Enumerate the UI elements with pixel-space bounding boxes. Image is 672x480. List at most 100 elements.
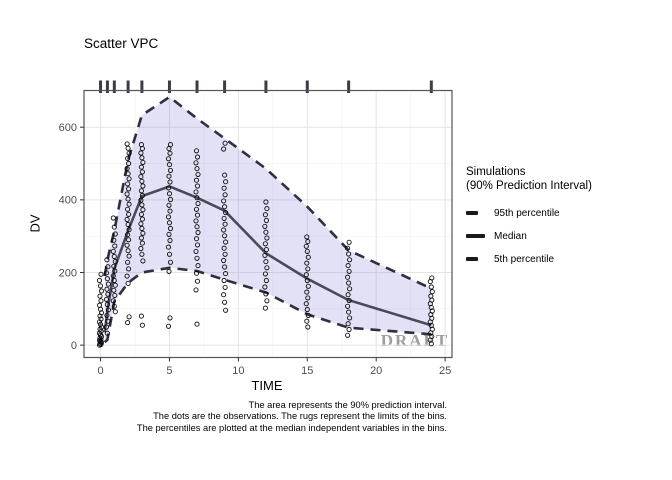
observation-point (221, 292, 227, 298)
legend-title: Simulations (90% Prediction Interval) (466, 165, 592, 193)
observation-point (166, 220, 173, 226)
observation-point (124, 166, 130, 172)
observation-point (193, 287, 199, 293)
observation-point (104, 312, 110, 318)
observation-point (346, 297, 352, 304)
observation-point (111, 253, 117, 260)
observation-point (98, 324, 105, 330)
observation-point (345, 321, 351, 327)
observation-point (138, 150, 144, 156)
observation-point (223, 271, 229, 277)
observation-point (303, 243, 309, 249)
observation-point (194, 183, 201, 189)
observation-point (112, 268, 118, 274)
observation-point (166, 231, 172, 237)
observation-point (346, 280, 352, 286)
observation-point (345, 303, 351, 309)
observation-point (98, 288, 105, 294)
observation-point (112, 231, 118, 237)
observation-point (140, 230, 146, 236)
observation-point (264, 235, 270, 241)
observation-point (138, 174, 144, 180)
observation-point (124, 141, 130, 147)
x-tick-label: 10 (232, 365, 244, 377)
observation-point (222, 172, 228, 178)
legend-title-line2: (90% Prediction Interval) (466, 180, 592, 192)
observation-point (304, 277, 310, 284)
observation-point (195, 263, 201, 269)
observation-point (193, 270, 200, 276)
x-tick-label: 25 (439, 365, 451, 377)
observation-point (97, 335, 103, 341)
observation-point (305, 312, 311, 318)
panel-border (83, 89, 453, 359)
observation-point (167, 225, 174, 232)
observation-point (166, 162, 173, 168)
observation-point (139, 192, 145, 199)
observation-point (193, 218, 199, 224)
observation-point (138, 313, 144, 319)
observation-point (305, 283, 311, 289)
observation-point (304, 318, 310, 324)
observation-point (262, 223, 268, 229)
observation-point (138, 235, 144, 241)
observation-point (104, 257, 110, 263)
observation-point (221, 277, 227, 284)
observation-point (103, 296, 109, 302)
observation-point (140, 258, 146, 264)
legend-title-line1: Simulations (466, 166, 526, 178)
observation-point (139, 225, 145, 232)
observation-point (221, 215, 227, 221)
observation-point (111, 287, 117, 293)
observation-point (194, 255, 200, 261)
observation-point (345, 245, 351, 251)
observation-point (138, 197, 144, 203)
caption-line: The percentiles are plotted at the media… (136, 422, 447, 433)
observation-point (303, 301, 309, 307)
observation-point (96, 277, 103, 284)
observation-point (105, 291, 111, 297)
observation-point (138, 245, 144, 252)
observation-point (262, 305, 268, 311)
observation-point (222, 251, 228, 257)
observation-point (346, 326, 352, 333)
percentile-95-line (103, 95, 432, 290)
dashed-line-key-icon (466, 211, 487, 215)
observation-point (125, 145, 131, 151)
observation-point (125, 155, 131, 161)
observation-point (193, 148, 200, 154)
observation-point (223, 239, 229, 245)
observation-point (305, 254, 311, 260)
observation-point (112, 282, 118, 288)
observation-point (111, 237, 117, 243)
observation-point (222, 299, 228, 305)
observation-point (167, 167, 174, 173)
observation-point (193, 248, 199, 254)
y-tick-label: 200 (59, 267, 77, 279)
y-axis-title: DV (27, 214, 43, 233)
observation-point (221, 227, 227, 233)
observation-point (126, 237, 132, 243)
observation-point (124, 191, 130, 197)
observation-point (126, 186, 132, 192)
observation-point (262, 271, 268, 277)
median-line (103, 185, 432, 333)
observation-point (167, 150, 173, 156)
observation-point (167, 237, 173, 244)
observation-point (96, 302, 103, 308)
observation-point (104, 276, 110, 282)
observation-point (111, 277, 117, 284)
observation-point (112, 292, 118, 298)
observation-point (167, 259, 174, 265)
observation-point (138, 221, 144, 227)
dashed-line-key-icon (466, 257, 487, 261)
observation-point (139, 322, 145, 328)
legend-item-label: Median (494, 230, 527, 242)
observation-point (125, 196, 131, 202)
observation-point (98, 316, 104, 322)
observation-point (428, 284, 434, 290)
observation-point (125, 181, 131, 187)
observation-point (112, 309, 118, 315)
observation-point (103, 324, 109, 330)
